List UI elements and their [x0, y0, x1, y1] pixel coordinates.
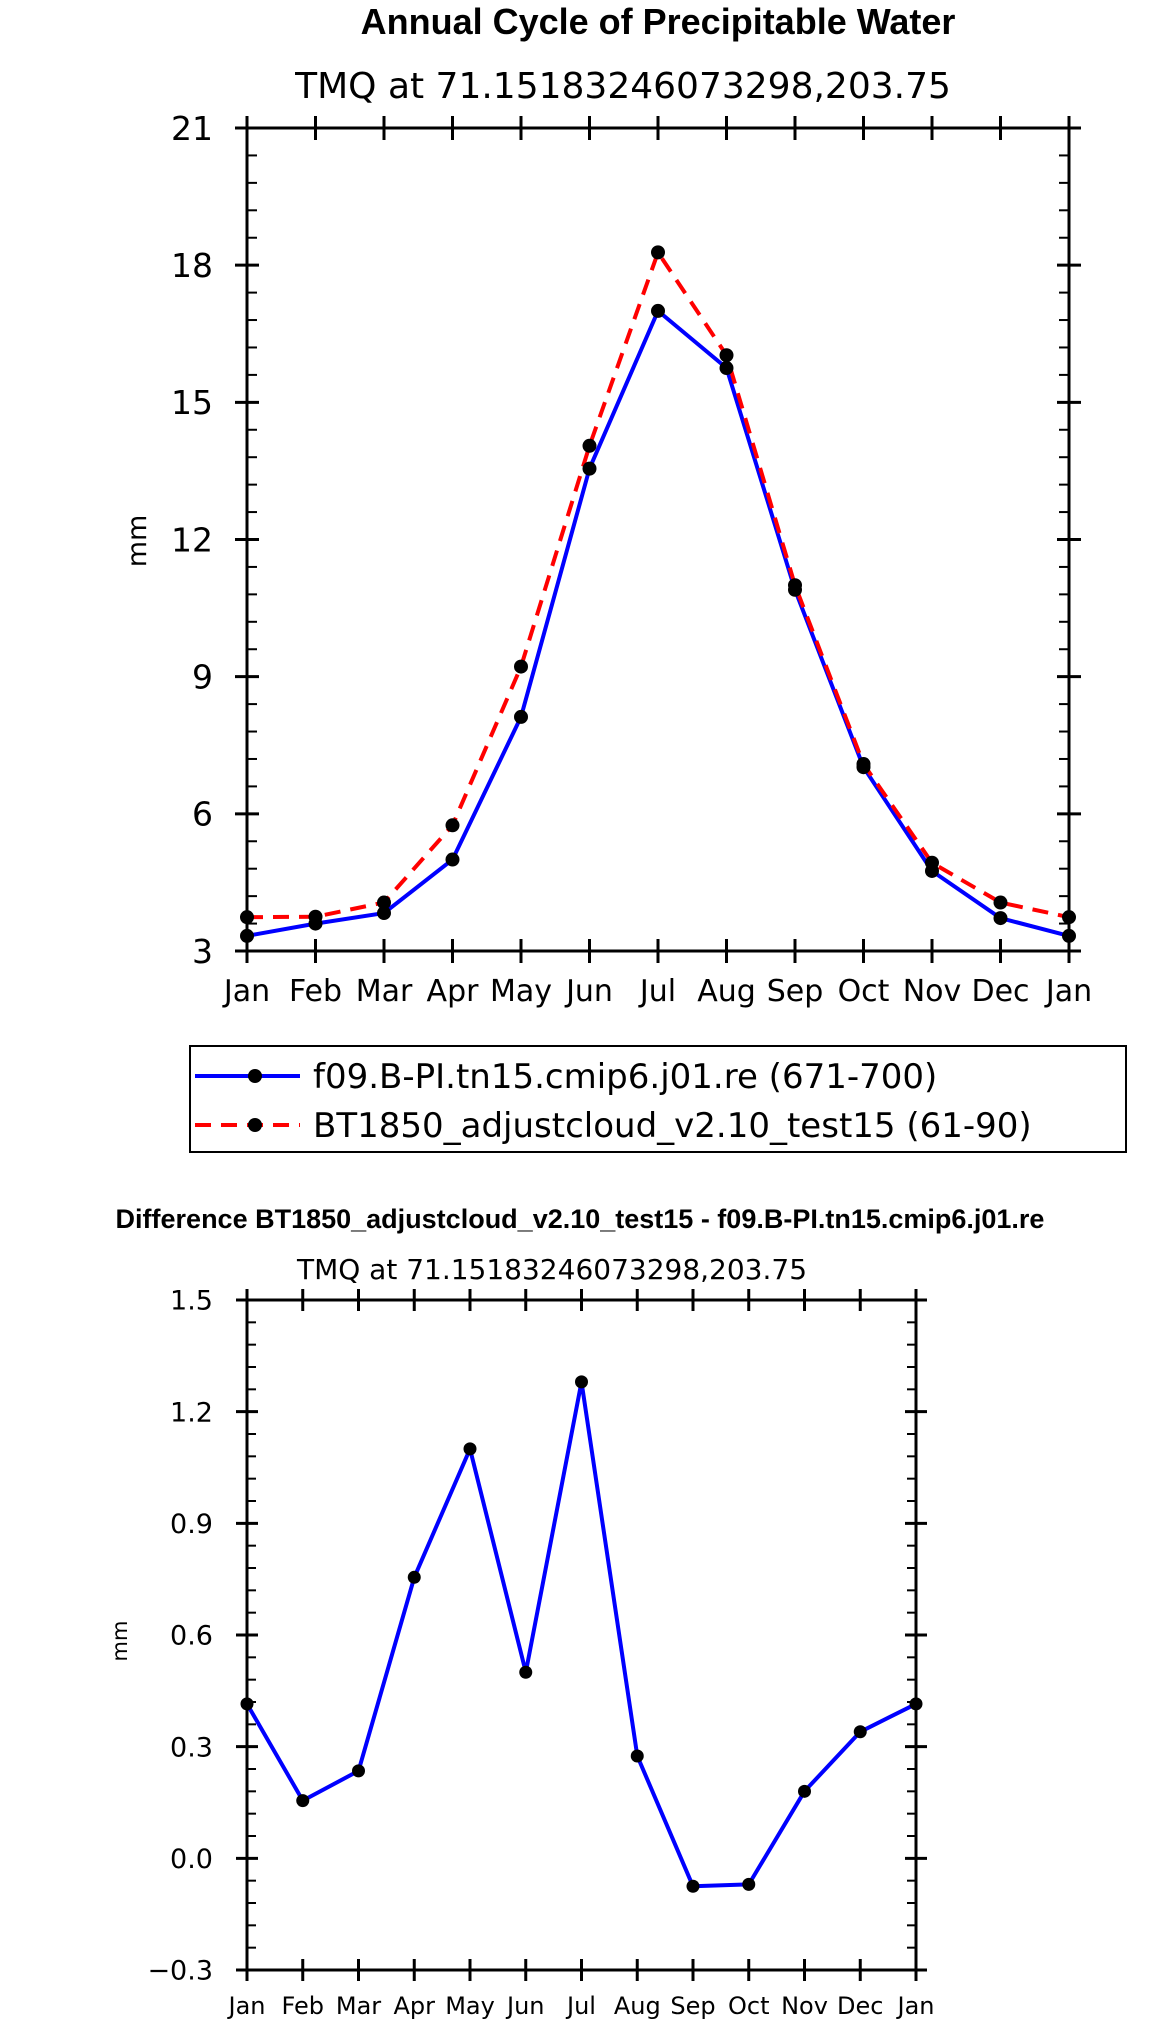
x-tick-label: Mar: [336, 1992, 381, 2020]
x-tick-label: Jul: [638, 974, 676, 1009]
y-tick-label: 9: [192, 658, 213, 697]
chart2-axes: −0.3 0.0 0.3 0.6 0.9 1.2 1.5 Jan Feb Mar Apr May Jun…: [147, 1286, 934, 2020]
series-1-point: [853, 1725, 867, 1739]
legend-label-series-2: BT1850_adjustcloud_v2.10_test15 (61-90): [313, 1106, 1032, 1146]
chart2-plot-frame: [245, 1298, 918, 1972]
series-2-point: [719, 348, 734, 363]
x-tick-label: May: [445, 1992, 495, 2020]
series-2-point: [377, 895, 391, 910]
series-1-point: [742, 1877, 756, 1891]
x-tick-label: Feb: [289, 974, 342, 1009]
y-tick-label: 0.3: [170, 1732, 213, 1763]
series-1-point: [407, 1570, 421, 1584]
series-2-point: [651, 245, 665, 260]
x-tick-label: Aug: [614, 1992, 661, 2020]
series-1-point: [296, 1794, 310, 1808]
x-tick-label: Jan: [896, 1992, 935, 2020]
series-1-point: [798, 1784, 811, 1798]
chart1-legend: f09.B-PI.tn15.cmip6.j01.re (671-700) BT1…: [189, 1045, 1127, 1153]
x-tick-label: Feb: [282, 1992, 325, 2020]
series-1-point: [686, 1879, 700, 1893]
series-1-point: [352, 1764, 365, 1778]
series-2-point: [514, 659, 528, 674]
series-2-point: [993, 895, 1008, 910]
chart1-ylabel: mm: [122, 515, 153, 568]
chart1-axes: 3 6 9 12 15 18 21 Jan Feb Mar Apr May Jun Jul Aug Sep Oc…: [171, 109, 1092, 1009]
chart1-subtitle: TMQ at 71.15183246073298,203.75: [294, 66, 951, 107]
series-2-point: [856, 756, 871, 771]
series-2-point: [308, 909, 323, 924]
series-line-1: [246, 308, 1070, 938]
y-tick-label: 1.5: [170, 1286, 213, 1317]
x-tick-label: Dec: [837, 1992, 883, 2020]
x-tick-label: Jan: [1044, 974, 1092, 1009]
chart1-title: Annual Cycle of Precipitable Water: [361, 1, 956, 42]
series-1-point: [377, 906, 391, 921]
chart-annual-cycle: Annual Cycle of Precipitable Water TMQ a…: [122, 1, 1127, 1153]
series-1-point: [514, 709, 528, 724]
chart1-plot-frame: [245, 126, 1071, 953]
x-tick-label: Aug: [697, 974, 756, 1009]
chart2-subtitle: TMQ at 71.15183246073298,203.75: [296, 1253, 807, 1286]
y-tick-label: 12: [171, 520, 213, 559]
legend-marker-series-2: [248, 1118, 262, 1132]
y-tick-label: 6: [192, 795, 213, 834]
x-tick-label: Sep: [670, 1992, 715, 2020]
y-tick-label: 0.6: [170, 1621, 213, 1652]
chart1-series: [240, 245, 1076, 943]
series-2-point: [925, 855, 939, 870]
x-tick-label: Apr: [427, 974, 480, 1009]
chart-difference: Difference BT1850_adjustcloud_v2.10_test…: [108, 1204, 1044, 2020]
x-tick-label: Jul: [565, 1992, 596, 2020]
y-tick-label: 0.0: [170, 1844, 213, 1875]
y-tick-label: 3: [192, 932, 213, 971]
series-1-point: [993, 911, 1008, 926]
y-tick-label: −0.3: [147, 1956, 213, 1987]
x-tick-label: Jan: [222, 974, 270, 1009]
chart2-title: Difference BT1850_adjustcloud_v2.10_test…: [116, 1204, 1045, 1234]
y-tick-label: 0.9: [170, 1509, 213, 1540]
series-1-point: [519, 1665, 533, 1679]
x-tick-label: Mar: [356, 974, 413, 1009]
x-tick-label: Nov: [781, 1992, 828, 2020]
legend-box: [189, 1045, 1127, 1153]
legend-marker-series-1: [248, 1069, 262, 1083]
x-tick-label: May: [490, 974, 552, 1009]
series-1-point: [582, 461, 597, 476]
x-tick-label: Nov: [903, 974, 962, 1009]
series-1-point: [575, 1375, 588, 1389]
series-1-point: [445, 852, 460, 867]
legend-entry-series-1: f09.B-PI.tn15.cmip6.j01.re (671-700): [195, 1057, 937, 1097]
x-tick-label: Oct: [728, 1992, 770, 2020]
series-2-point: [582, 438, 597, 453]
series-2-point: [788, 578, 802, 593]
y-tick-label: 15: [171, 383, 213, 422]
series-1-point: [719, 361, 734, 376]
chart2-ylabel: mm: [108, 1621, 132, 1662]
chart2-series: [240, 1375, 923, 1893]
series-1-point: [463, 1442, 477, 1456]
x-tick-label: Jan: [227, 1992, 266, 2020]
y-tick-label: 1.2: [170, 1397, 213, 1428]
x-tick-label: Jun: [505, 1992, 545, 2020]
series-1-point: [630, 1749, 644, 1763]
series-1-point: [651, 303, 665, 318]
x-tick-label: Dec: [971, 974, 1029, 1009]
x-tick-label: Sep: [767, 974, 824, 1009]
legend-label-series-1: f09.B-PI.tn15.cmip6.j01.re (671-700): [313, 1057, 937, 1097]
series-line-2: [246, 250, 1070, 920]
y-tick-label: 18: [171, 246, 213, 285]
series-line-1: [245, 1379, 917, 1889]
x-tick-label: Apr: [393, 1992, 435, 2020]
x-tick-label: Oct: [838, 974, 890, 1009]
legend-entry-series-2: BT1850_adjustcloud_v2.10_test15 (61-90): [195, 1106, 1032, 1146]
series-2-point: [445, 818, 460, 833]
y-tick-label: 21: [171, 109, 213, 148]
x-tick-label: Jun: [564, 974, 613, 1009]
